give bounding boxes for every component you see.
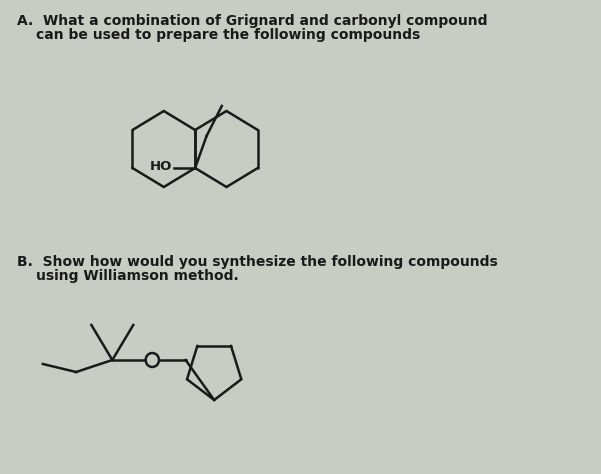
Text: A.  What a combination of Grignard and carbonyl compound: A. What a combination of Grignard and ca…: [17, 14, 487, 28]
Text: using Williamson method.: using Williamson method.: [36, 269, 239, 283]
Text: HO: HO: [150, 159, 172, 173]
Text: B.  Show how would you synthesize the following compounds: B. Show how would you synthesize the fol…: [17, 255, 498, 269]
Text: can be used to prepare the following compounds: can be used to prepare the following com…: [36, 28, 421, 42]
